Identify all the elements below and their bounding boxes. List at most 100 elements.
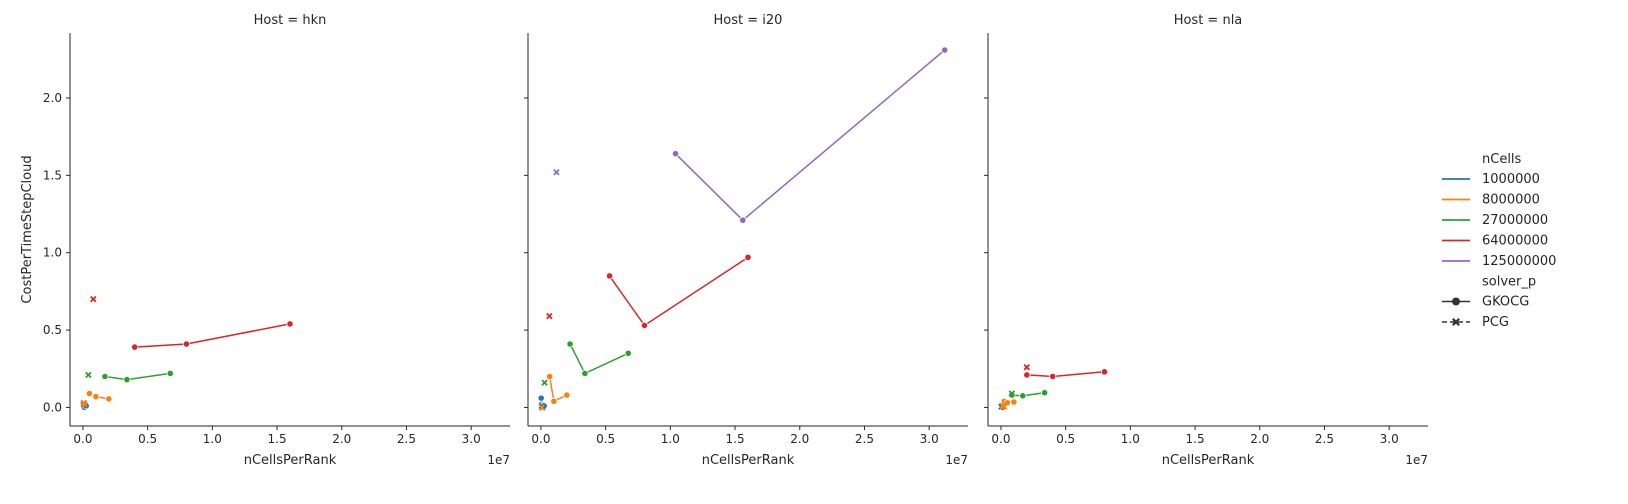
data-point-circle [563, 391, 571, 399]
data-point-circle [1010, 398, 1018, 406]
series-line [1011, 391, 1045, 397]
data-point-circle [1100, 368, 1109, 376]
data-point-x-marker [1023, 363, 1031, 371]
x-tick-label: 1.5 [1186, 432, 1205, 446]
x-tick-label: 1.5 [726, 432, 745, 446]
x-offset-label: 1e7 [1405, 453, 1428, 467]
data-point-circle [1023, 371, 1031, 379]
data-point-x-marker [553, 169, 560, 176]
x-tick-label: 0.0 [531, 432, 550, 446]
x-axis-title: nCellsPerRank [1162, 453, 1255, 468]
panel-title: Host = nla [1174, 13, 1243, 28]
x-tick-label: 1.0 [203, 432, 222, 446]
data-point-circle [92, 393, 100, 401]
series-line [104, 372, 171, 381]
x-tick-label: 3.0 [462, 432, 481, 446]
marker-stroke [541, 379, 548, 386]
x-tick-label: 3.0 [1380, 432, 1399, 446]
data-point-circle [1041, 389, 1049, 397]
panel-title: Host = i20 [714, 13, 783, 28]
legend-style-label: GKOCG [1482, 295, 1529, 310]
x-tick-label: 2.0 [332, 432, 351, 446]
data-point-circle [550, 397, 558, 405]
data-point-x-marker [85, 371, 92, 379]
marker-stroke [1000, 403, 1008, 410]
data-point-x-marker [538, 404, 545, 411]
panel-2: Host = nla 0.0 0.5 1.0 1.5 2.0 2.5 3.0 1e7 nCells… [984, 13, 1428, 468]
series-line [674, 49, 946, 222]
x-tick-label: 0.0 [991, 432, 1010, 446]
data-point-circle [546, 372, 554, 381]
data-point-x-marker [546, 312, 553, 320]
x-tick-label: 1.0 [1121, 432, 1140, 446]
marker-stroke [538, 404, 545, 411]
data-point-circle [101, 372, 109, 381]
y-tick-label: 0.0 [43, 400, 62, 414]
legend-entry-label: 27000000 [1482, 213, 1548, 228]
data-point-x-marker [1000, 403, 1008, 410]
legend-marker-x [1452, 318, 1460, 326]
y-tick-label: 0.5 [43, 323, 62, 337]
y-tick-label: 1.0 [43, 246, 62, 260]
x-tick-label: 0.5 [138, 432, 157, 446]
y-axis-title: CostPerTimeStepCloud [20, 155, 35, 303]
x-tick-label: 0.5 [596, 432, 615, 446]
data-point-circle [166, 369, 174, 377]
x-offset-label: 1e7 [945, 453, 968, 467]
x-tick-label: 2.5 [397, 432, 416, 446]
data-point-circle [671, 150, 680, 158]
data-point-circle [739, 216, 747, 224]
data-point-circle [131, 343, 139, 351]
legend-style-label: PCG [1482, 315, 1509, 330]
data-point-circle [566, 340, 574, 348]
legend: nCells 1000000 8000000 27000000 64000000 1250… [1442, 152, 1556, 330]
marker-stroke [85, 371, 92, 379]
legend-entry-label: 8000000 [1482, 193, 1540, 208]
marker-stroke [81, 401, 88, 408]
x-tick-label: 1.0 [661, 432, 680, 446]
x-axis-title: nCellsPerRank [244, 453, 337, 468]
data-point-x-marker [90, 295, 97, 303]
marker-stroke [553, 169, 560, 176]
series-line [134, 323, 291, 348]
data-point-circle [640, 321, 649, 330]
data-point-x-marker [1008, 390, 1016, 397]
x-tick-label: 2.5 [855, 432, 874, 446]
panels-layer: Host = hkn 0.0 0.5 1.0 1.5 2.0 2.5 3.0 1e7 nCells… [20, 13, 1428, 468]
legend-style-title: solver_p [1482, 275, 1536, 290]
marker-stroke [90, 295, 97, 303]
legend-hue-title: nCells [1482, 152, 1522, 167]
y-tick-label: 1.5 [43, 168, 62, 182]
x-offset-label: 1e7 [487, 453, 510, 467]
legend-entry-label: 64000000 [1482, 234, 1548, 249]
x-tick-label: 0.0 [73, 432, 92, 446]
y-tick-label: 2.0 [43, 91, 62, 105]
data-point-circle [581, 369, 589, 377]
data-point-circle [1049, 372, 1057, 381]
data-point-x-marker [81, 401, 88, 408]
x-tick-label: 2.0 [790, 432, 809, 446]
data-point-circle [105, 395, 113, 403]
series-line [1026, 371, 1105, 378]
data-point-circle [182, 340, 191, 348]
panel-1: Host = i20 0.0 0.5 1.0 1.5 2.0 2.5 3.0 1e7 nCells… [524, 13, 968, 468]
series-line [569, 343, 629, 375]
series-line [608, 256, 749, 327]
marker-stroke [1008, 390, 1016, 397]
x-tick-label: 3.0 [920, 432, 939, 446]
data-point-circle [85, 389, 94, 398]
legend-marker-circle [1452, 297, 1460, 306]
x-tick-label: 2.0 [1250, 432, 1269, 446]
data-point-circle [286, 320, 294, 328]
data-point-circle [1008, 391, 1016, 399]
marker-stroke [546, 312, 553, 320]
x-axis-title: nCellsPerRank [702, 453, 795, 468]
data-point-circle [624, 349, 632, 357]
x-tick-label: 2.5 [1315, 432, 1334, 446]
x-tick-label: 1.5 [268, 432, 287, 446]
data-point-circle [123, 375, 131, 384]
legend-entry-label: 125000000 [1482, 254, 1556, 269]
data-point-circle [744, 253, 752, 261]
